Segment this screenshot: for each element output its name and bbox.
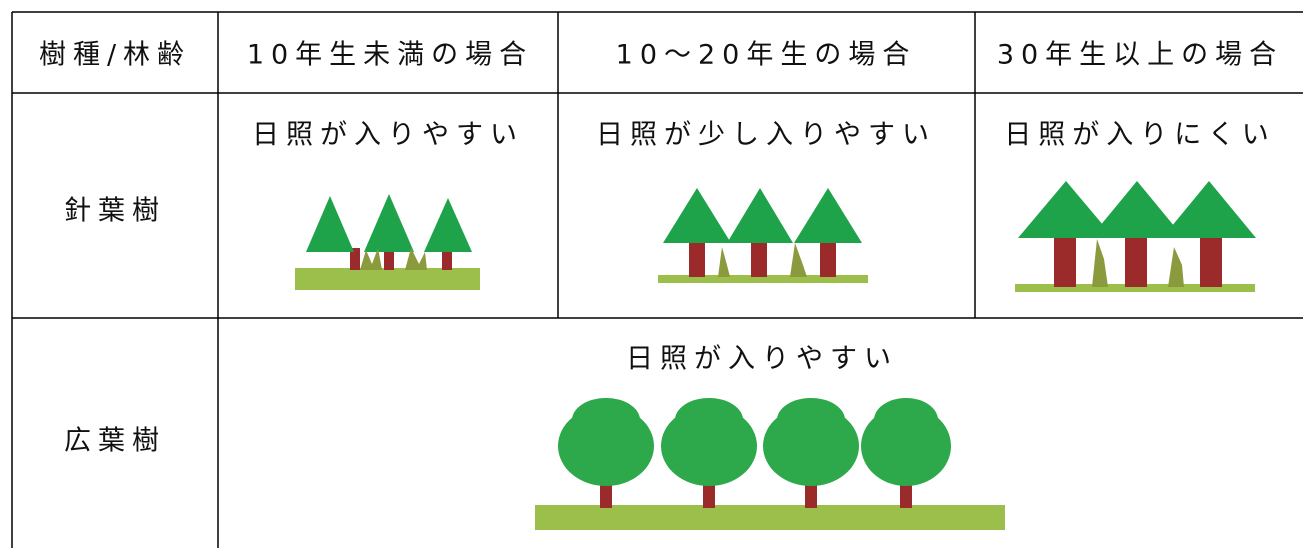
header-cell: 10～20年生の場合	[615, 39, 917, 71]
broadleaf-trees	[535, 398, 1005, 530]
header-cell: 30年生以上の場合	[996, 39, 1284, 71]
cell-text: 日照が入りやすい	[252, 119, 524, 151]
cell-text: 日照が少し入りやすい	[596, 119, 936, 151]
old-conifers	[1015, 181, 1256, 292]
cell-text: 日照が入りにくい	[1004, 119, 1276, 151]
table-grid	[11, 11, 1303, 548]
header-cell: 10年生未満の場合	[246, 39, 534, 71]
header-cell: 樹種/林齢	[38, 39, 192, 71]
row-label: 広葉樹	[64, 425, 166, 457]
cell-text: 日照が入りやすい	[626, 343, 898, 375]
middle-conifers	[658, 188, 868, 283]
young-conifers	[295, 194, 480, 290]
row-label: 針葉樹	[64, 195, 166, 227]
